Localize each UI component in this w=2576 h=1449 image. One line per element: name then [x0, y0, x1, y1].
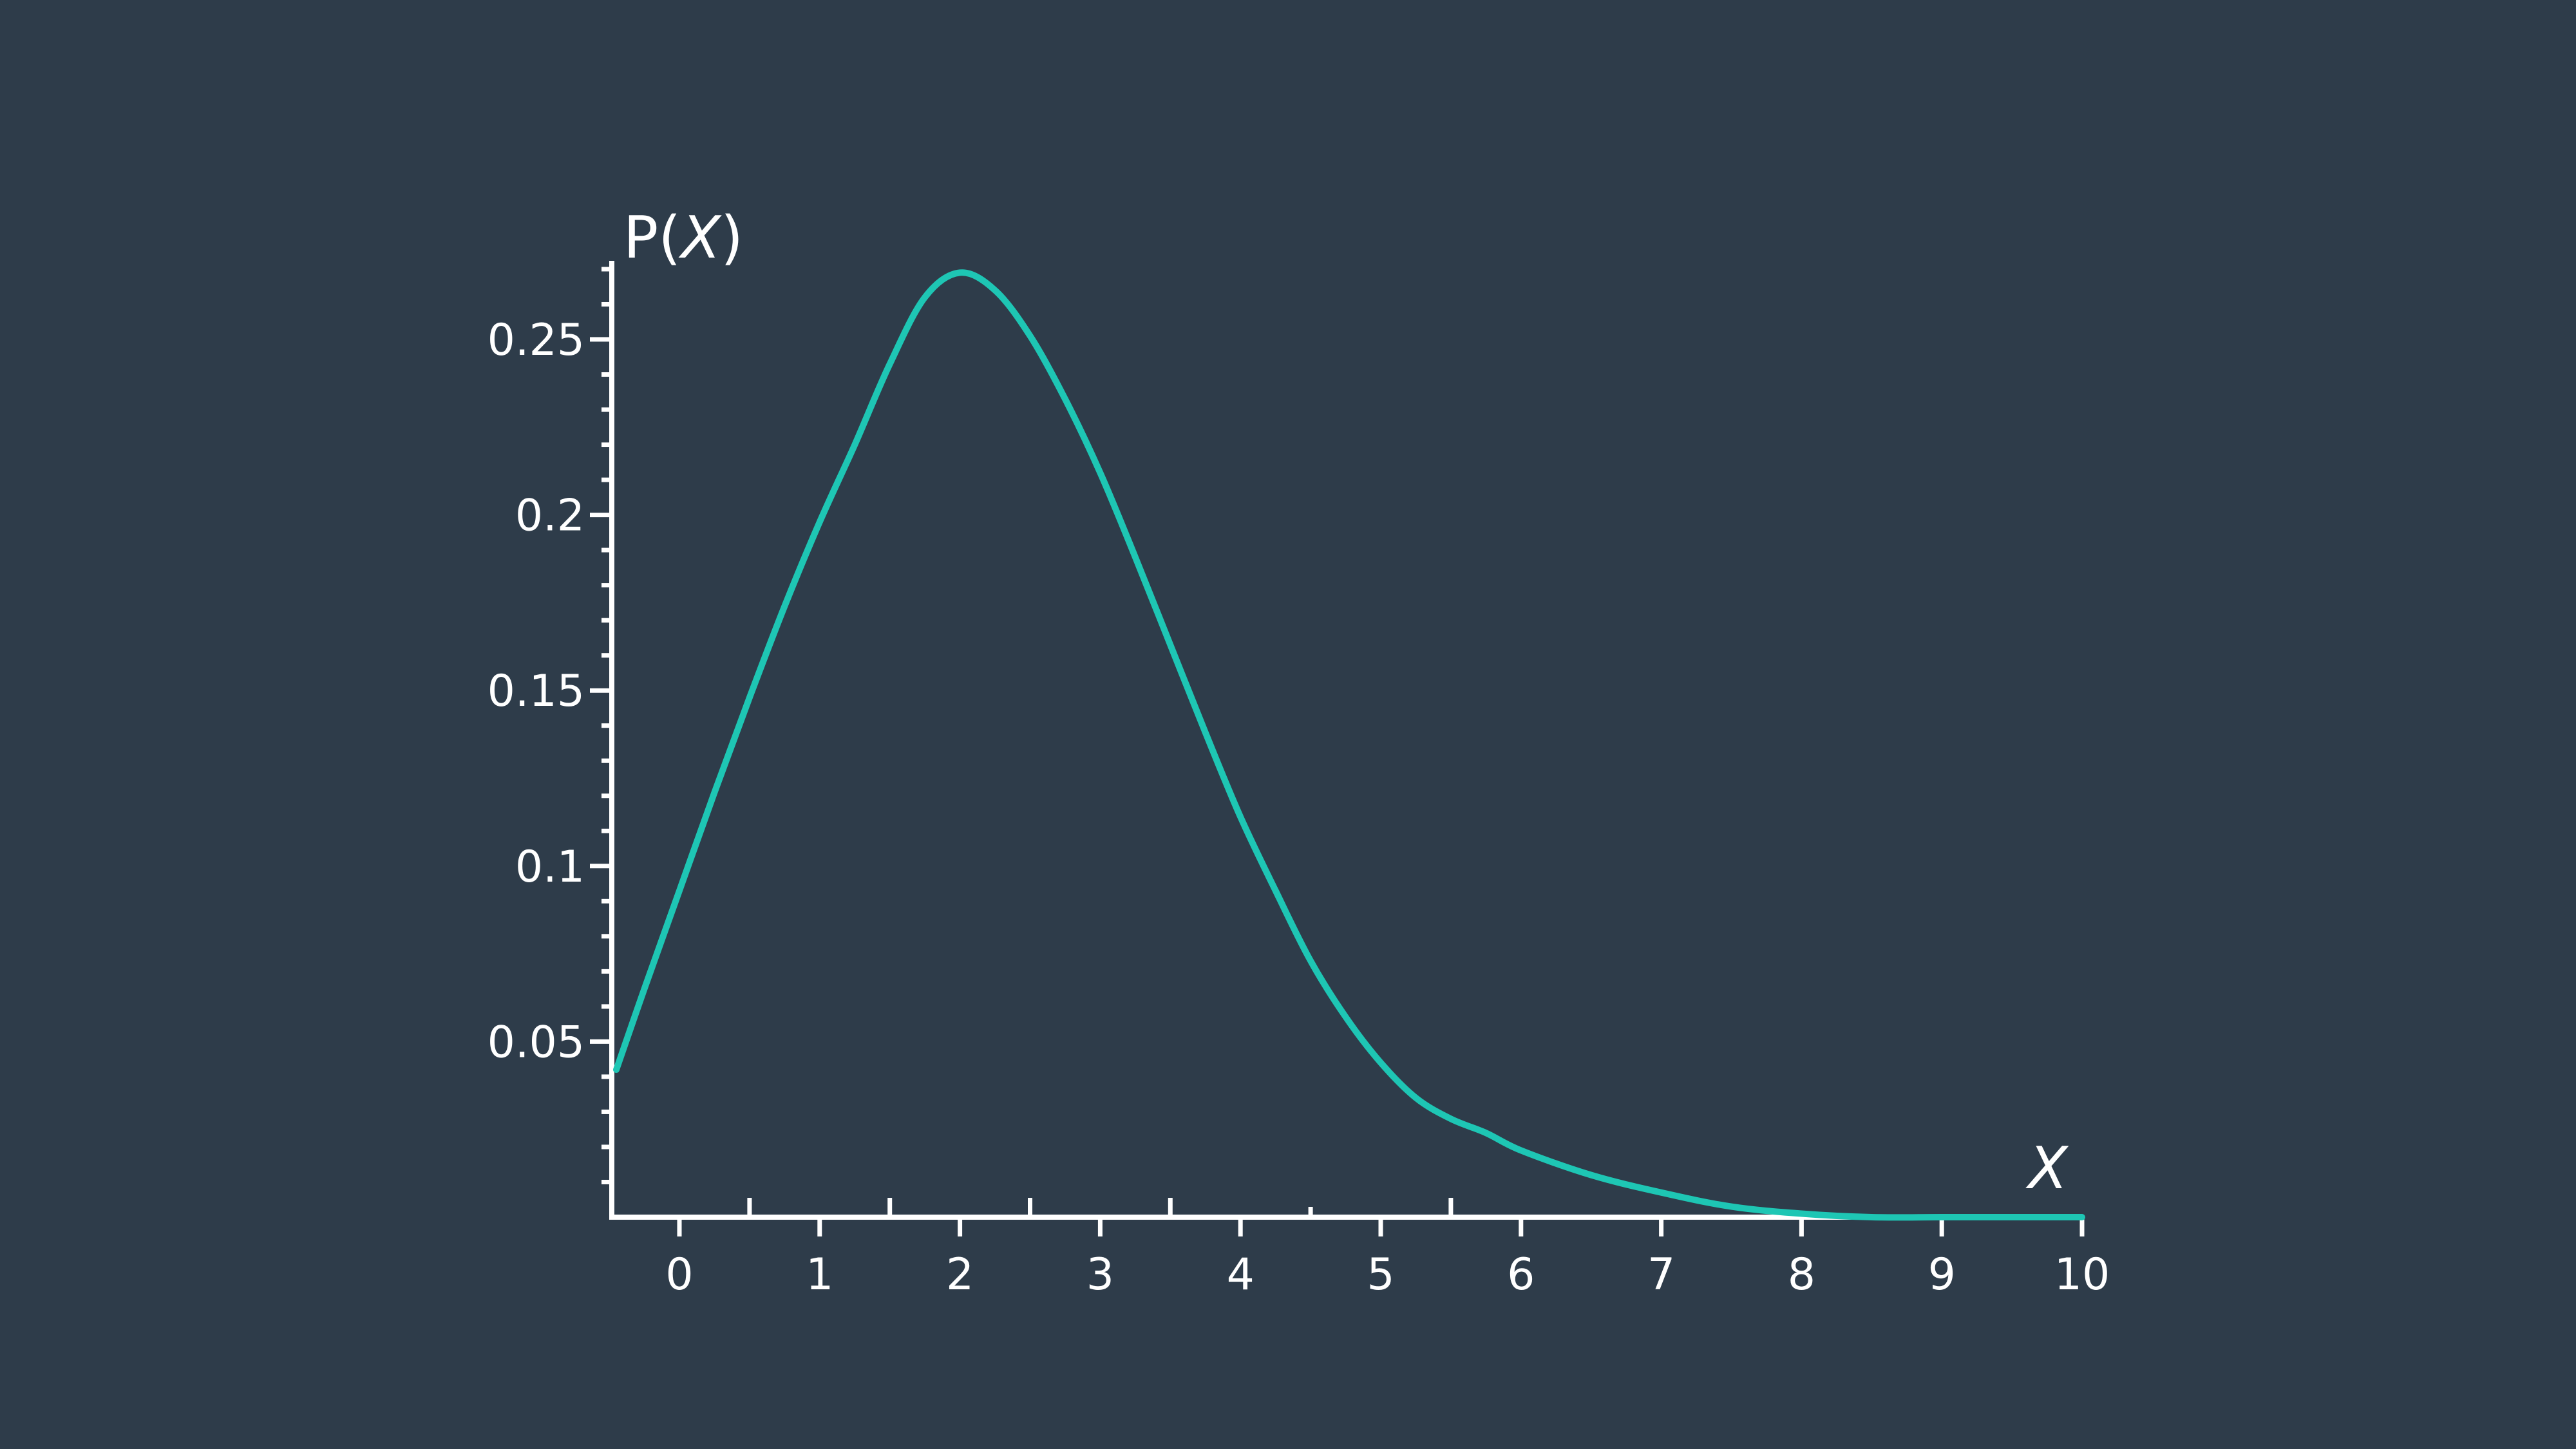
axes: [609, 261, 2083, 1220]
y-axis-title-suffix: ): [721, 204, 743, 272]
x-tick-label: 2: [946, 1249, 974, 1300]
y-tick-label: 0.1: [515, 842, 585, 893]
x-ticks: 0 1 2 3 4 5 6 7 8 9 10: [665, 1198, 2110, 1300]
y-ticks: 0.05 0.1 0.15 0.2 0.25: [488, 315, 612, 1068]
y-axis-title-prefix: P(: [623, 204, 681, 272]
x-tick-label: 8: [1788, 1249, 1815, 1300]
x-tick-label: 5: [1367, 1249, 1394, 1300]
x-tick-label: 7: [1647, 1249, 1675, 1300]
y-tick-label: 0.05: [488, 1017, 585, 1068]
y-tick-label: 0.25: [488, 315, 585, 366]
y-axis-title-var: X: [678, 204, 722, 272]
y-tick-label: 0.2: [515, 491, 585, 542]
x-axis-title: X: [2025, 1135, 2069, 1202]
x-tick-label: 9: [1928, 1249, 1956, 1300]
x-tick-label: 6: [1507, 1249, 1535, 1300]
x-tick-label: 4: [1227, 1249, 1255, 1300]
y-tick-label: 0.15: [488, 666, 585, 717]
x-tick-label: 0: [665, 1249, 693, 1300]
series-line: [613, 269, 2085, 1221]
y-minor-ticks: [601, 267, 612, 1184]
x-tick-label: 3: [1086, 1249, 1114, 1300]
x-tick-label: 10: [2054, 1249, 2110, 1300]
y-axis-title: P(X): [623, 204, 743, 272]
x-tick-label: 1: [806, 1249, 833, 1300]
